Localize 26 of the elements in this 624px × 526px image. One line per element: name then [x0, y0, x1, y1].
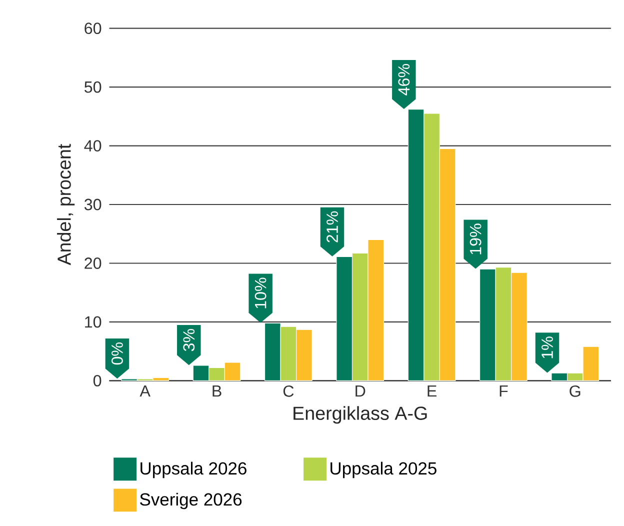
- y-tick-label: 20: [84, 257, 102, 269]
- x-tick-label: G: [570, 385, 580, 397]
- data-label: 19%: [470, 224, 482, 254]
- y-tick-label: 60: [84, 22, 102, 34]
- y-tick-label: 40: [84, 140, 102, 152]
- x-tick-label: E: [428, 385, 436, 396]
- x-axis-title: Energiklass A-G: [294, 406, 427, 424]
- x-tick-label: D: [356, 385, 366, 396]
- x-tick-label: F: [500, 385, 508, 396]
- data-label: 3%: [183, 328, 195, 352]
- y-tick-label: 50: [84, 81, 102, 93]
- legend-label: Uppsala 2025: [330, 462, 436, 478]
- y-axis-title: Andel, procent: [57, 144, 75, 266]
- x-tick-label: C: [283, 385, 294, 397]
- y-tick-label: 10: [85, 316, 102, 328]
- legend-label: Sverige 2026: [140, 492, 242, 510]
- y-tick-label: 0: [93, 374, 102, 386]
- data-label: 0%: [112, 342, 123, 365]
- x-tick-label: A: [140, 385, 150, 396]
- data-label: 1%: [542, 336, 553, 358]
- legend-label: Uppsala 2026: [140, 462, 246, 478]
- data-label: 46%: [398, 64, 410, 96]
- x-tick-label: B: [212, 385, 222, 396]
- data-label: 10%: [254, 278, 266, 308]
- y-tick-label: 30: [84, 198, 102, 210]
- data-label: 21%: [326, 211, 338, 242]
